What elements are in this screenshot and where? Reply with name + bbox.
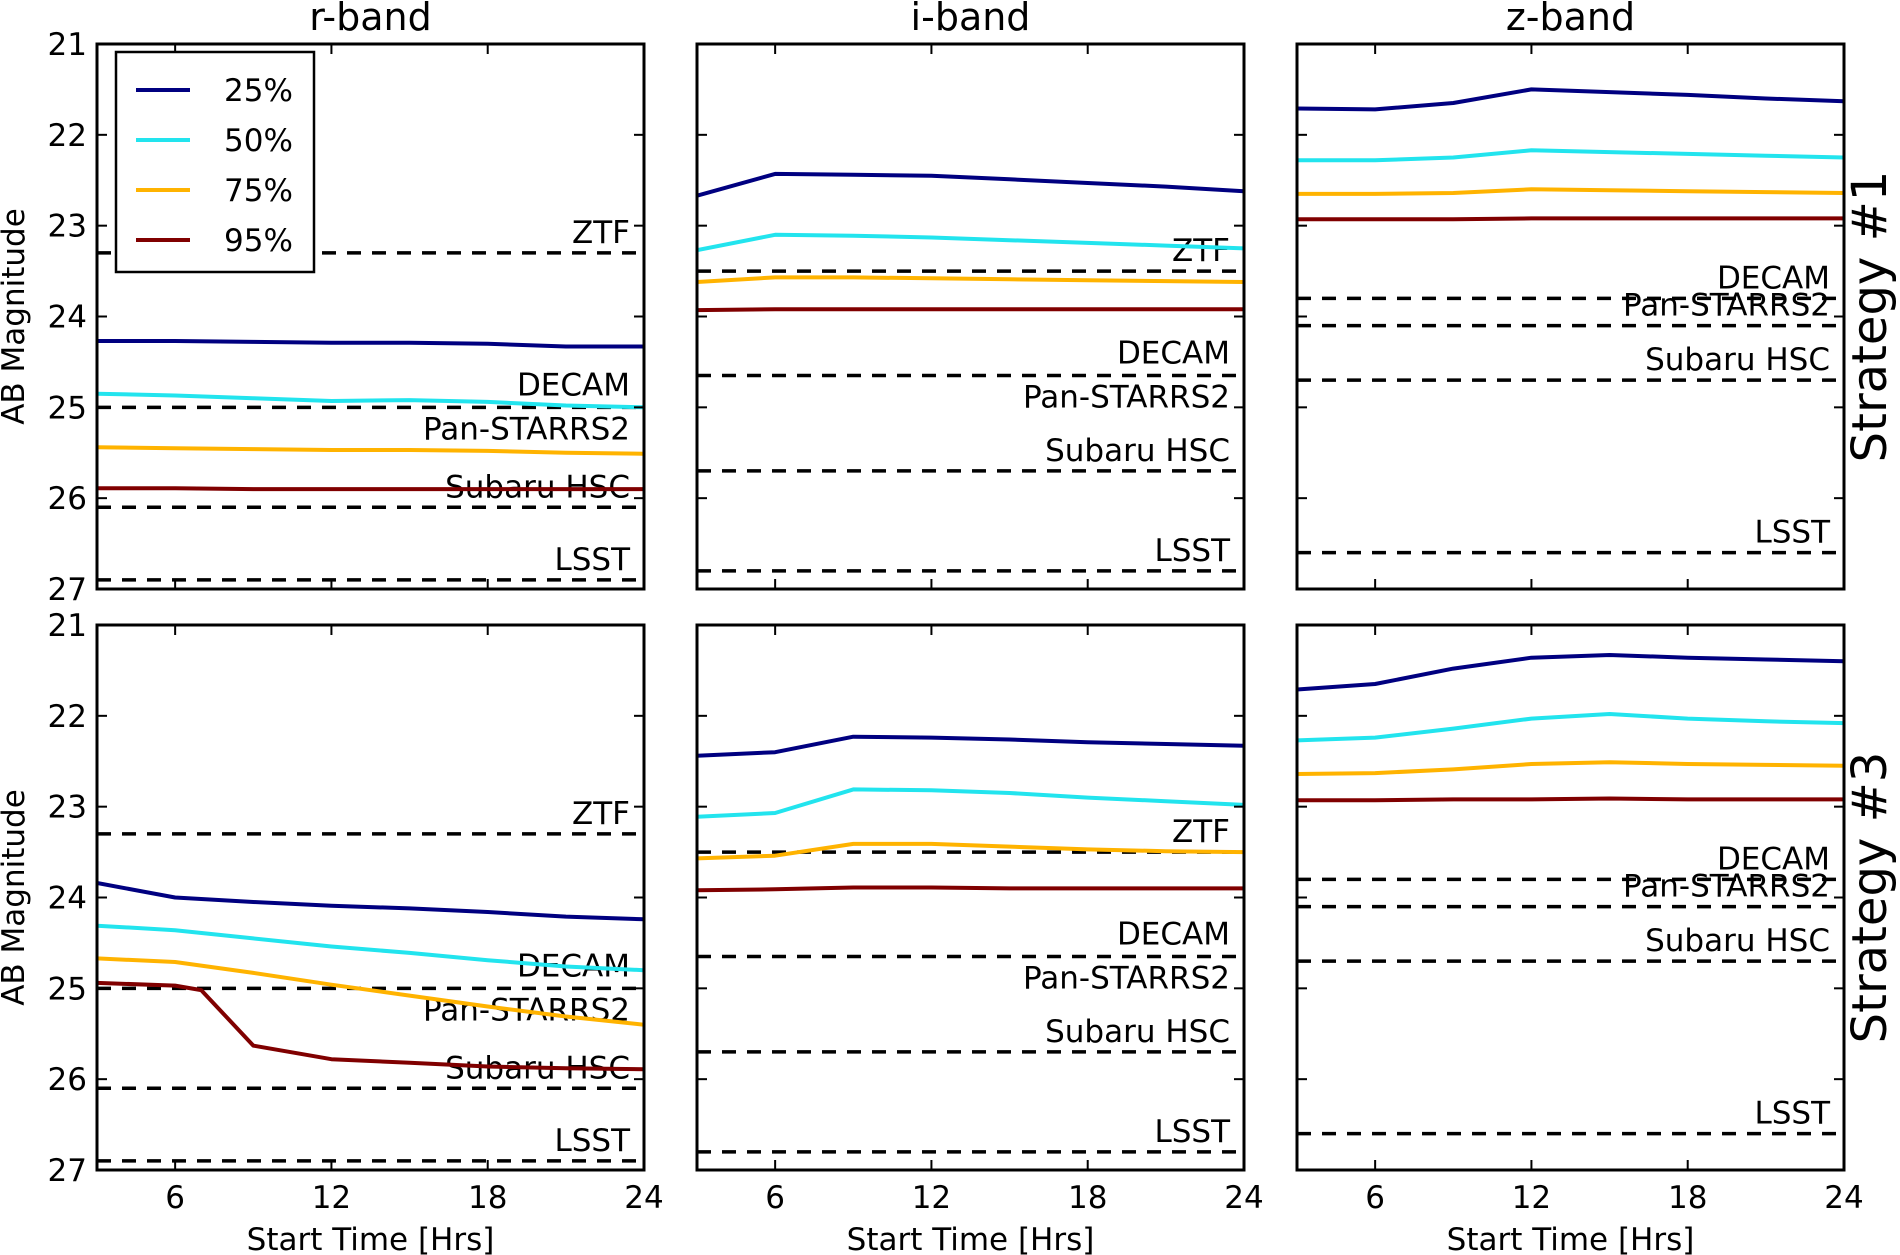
reference-label-pan-starrs2: Pan-STARRS2 bbox=[1623, 869, 1830, 905]
x-axis-label: Start Time [Hrs] bbox=[1447, 1222, 1695, 1255]
y-tick-label: 25 bbox=[48, 390, 87, 426]
series-line-75pct bbox=[697, 275, 1244, 284]
axes-frame bbox=[695, 42, 1246, 591]
series-line-95pct bbox=[697, 307, 1244, 313]
reference-label-decam: DECAM bbox=[1717, 841, 1830, 877]
x-tick-label: 12 bbox=[1512, 1180, 1551, 1216]
series-line-50pct bbox=[697, 787, 1244, 819]
series-line-25pct bbox=[97, 339, 644, 349]
series-line-25pct bbox=[697, 734, 1244, 758]
x-tick-label: 18 bbox=[468, 1180, 507, 1216]
series-line-75pct bbox=[97, 956, 644, 1027]
series-line-50pct bbox=[97, 391, 644, 410]
y-tick-label: 26 bbox=[48, 1062, 87, 1098]
y-tick-label: 21 bbox=[48, 27, 87, 63]
legend-label: 25% bbox=[224, 73, 293, 109]
reference-label-pan-starrs2: Pan-STARRS2 bbox=[423, 411, 630, 447]
reference-label-subaru-hsc: Subaru HSC bbox=[1045, 433, 1230, 469]
y-tick-label: 26 bbox=[48, 481, 87, 517]
series-line-75pct bbox=[1297, 760, 1844, 776]
reference-label-subaru-hsc: Subaru HSC bbox=[1645, 342, 1830, 378]
x-tick-label: 12 bbox=[912, 1180, 951, 1216]
reference-label-lsst: LSST bbox=[1754, 515, 1831, 551]
series-line-95pct bbox=[97, 486, 644, 492]
series-line-75pct bbox=[1297, 187, 1844, 196]
legend-label: 95% bbox=[224, 223, 293, 259]
x-tick-label: 6 bbox=[165, 1180, 185, 1216]
series-line-95pct bbox=[97, 980, 644, 1072]
series-line-75pct bbox=[97, 445, 644, 456]
series-line-25pct bbox=[1297, 87, 1844, 112]
y-tick-label: 27 bbox=[48, 572, 87, 608]
column-title: i-band bbox=[911, 0, 1031, 39]
x-tick-label: 18 bbox=[1668, 1180, 1707, 1216]
y-tick-label: 23 bbox=[48, 790, 87, 826]
legend-label: 50% bbox=[224, 123, 293, 159]
y-tick-label: 27 bbox=[48, 1153, 87, 1189]
x-axis-label: Start Time [Hrs] bbox=[247, 1222, 495, 1255]
column-title: z-band bbox=[1506, 0, 1635, 39]
reference-label-decam: DECAM bbox=[1117, 917, 1230, 953]
series-line-50pct bbox=[697, 232, 1244, 253]
series-line-50pct bbox=[97, 923, 644, 973]
reference-label-subaru-hsc: Subaru HSC bbox=[1645, 923, 1830, 959]
series-line-50pct bbox=[1297, 148, 1844, 163]
column-title: r-band bbox=[309, 0, 432, 39]
reference-label-decam: DECAM bbox=[517, 367, 630, 403]
reference-label-decam: DECAM bbox=[1717, 260, 1830, 296]
x-tick-label: 6 bbox=[1365, 1180, 1385, 1216]
y-tick-label: 22 bbox=[48, 699, 87, 735]
y-tick-label: 21 bbox=[48, 608, 87, 644]
row-label: Strategy #3 bbox=[1842, 752, 1898, 1044]
legend: 25% 50% 75% 95% bbox=[114, 50, 316, 274]
x-tick-label: 12 bbox=[312, 1180, 351, 1216]
reference-label-lsst: LSST bbox=[554, 1123, 631, 1159]
reference-label-subaru-hsc: Subaru HSC bbox=[1045, 1014, 1230, 1050]
series-line-25pct bbox=[697, 171, 1244, 198]
series-line-25pct bbox=[1297, 653, 1844, 692]
x-tick-label: 6 bbox=[765, 1180, 785, 1216]
legend-label: 75% bbox=[224, 173, 293, 209]
series-line-75pct bbox=[697, 841, 1244, 861]
y-tick-label: 24 bbox=[48, 300, 87, 336]
reference-label-decam: DECAM bbox=[1117, 336, 1230, 372]
reference-label-ztf: ZTF bbox=[1172, 233, 1230, 269]
series-line-25pct bbox=[97, 881, 644, 922]
x-tick-label: 24 bbox=[1824, 1180, 1863, 1216]
reference-label-lsst: LSST bbox=[554, 542, 631, 578]
y-axis-label: AB Magnitude bbox=[0, 208, 32, 425]
series-line-50pct bbox=[1297, 712, 1844, 743]
reference-label-ztf: ZTF bbox=[572, 796, 630, 832]
y-tick-label: 24 bbox=[48, 881, 87, 917]
reference-label-ztf: ZTF bbox=[572, 215, 630, 251]
panel-r0-c1: ZTF DECAM Pan-STARRS2 Subaru HSC LSST i-band bbox=[695, 0, 1246, 591]
axes-frame bbox=[695, 623, 1246, 1172]
x-axis-label: Start Time [Hrs] bbox=[847, 1222, 1095, 1255]
reference-label-lsst: LSST bbox=[1754, 1096, 1831, 1132]
reference-label-pan-starrs2: Pan-STARRS2 bbox=[1023, 380, 1230, 416]
reference-label-lsst: LSST bbox=[1154, 1114, 1231, 1150]
reference-label-pan-starrs2: Pan-STARRS2 bbox=[1023, 961, 1230, 997]
x-tick-label: 24 bbox=[1224, 1180, 1263, 1216]
series-line-95pct bbox=[1297, 216, 1844, 222]
panel-r1-c1: ZTF DECAM Pan-STARRS2 Subaru HSC LSST 6 12 18 24… bbox=[695, 623, 1264, 1255]
y-axis-label: AB Magnitude bbox=[0, 789, 32, 1006]
x-tick-label: 18 bbox=[1068, 1180, 1107, 1216]
reference-label-pan-starrs2: Pan-STARRS2 bbox=[1623, 288, 1830, 324]
y-tick-label: 22 bbox=[48, 118, 87, 154]
series-line-95pct bbox=[697, 885, 1244, 893]
y-tick-label: 25 bbox=[48, 971, 87, 1007]
reference-label-lsst: LSST bbox=[1154, 533, 1231, 569]
series-line-95pct bbox=[1297, 796, 1844, 803]
row-label: Strategy #1 bbox=[1842, 171, 1898, 463]
y-tick-label: 23 bbox=[48, 209, 87, 245]
x-tick-label: 24 bbox=[624, 1180, 663, 1216]
reference-label-ztf: ZTF bbox=[1172, 814, 1230, 850]
